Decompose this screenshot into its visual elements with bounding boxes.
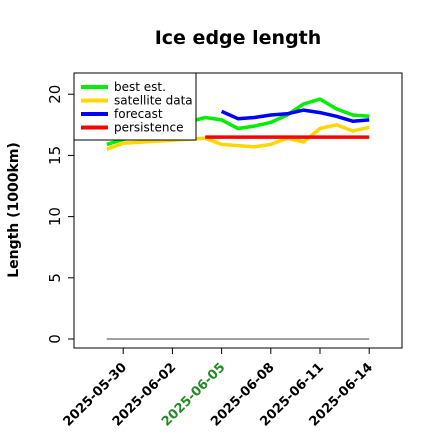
y-tick-label: 0	[46, 334, 64, 344]
legend-label: best est.	[114, 80, 166, 94]
y-axis-label: Length (1000km)	[6, 142, 22, 278]
y-tick-label: 20	[46, 85, 64, 104]
plot-frame	[73, 72, 403, 349]
y-axis: 0 5 10 15 20	[46, 85, 74, 344]
series-layer	[106, 97, 370, 151]
legend: best est.satellite dataforecastpersisten…	[73, 72, 197, 141]
series-line-forecast	[220, 108, 370, 123]
legend-items: best est.satellite dataforecastpersisten…	[81, 80, 193, 135]
legend-label: satellite data	[114, 94, 193, 108]
legend-label: forecast	[114, 107, 163, 121]
chart-title: Ice edge length	[155, 27, 322, 49]
y-tick-label: 5	[46, 273, 64, 283]
series-line-best-est-	[106, 97, 370, 147]
y-tick-label: 15	[46, 146, 64, 165]
legend-label: persistence	[114, 121, 183, 135]
y-tick-label: 10	[46, 207, 64, 226]
